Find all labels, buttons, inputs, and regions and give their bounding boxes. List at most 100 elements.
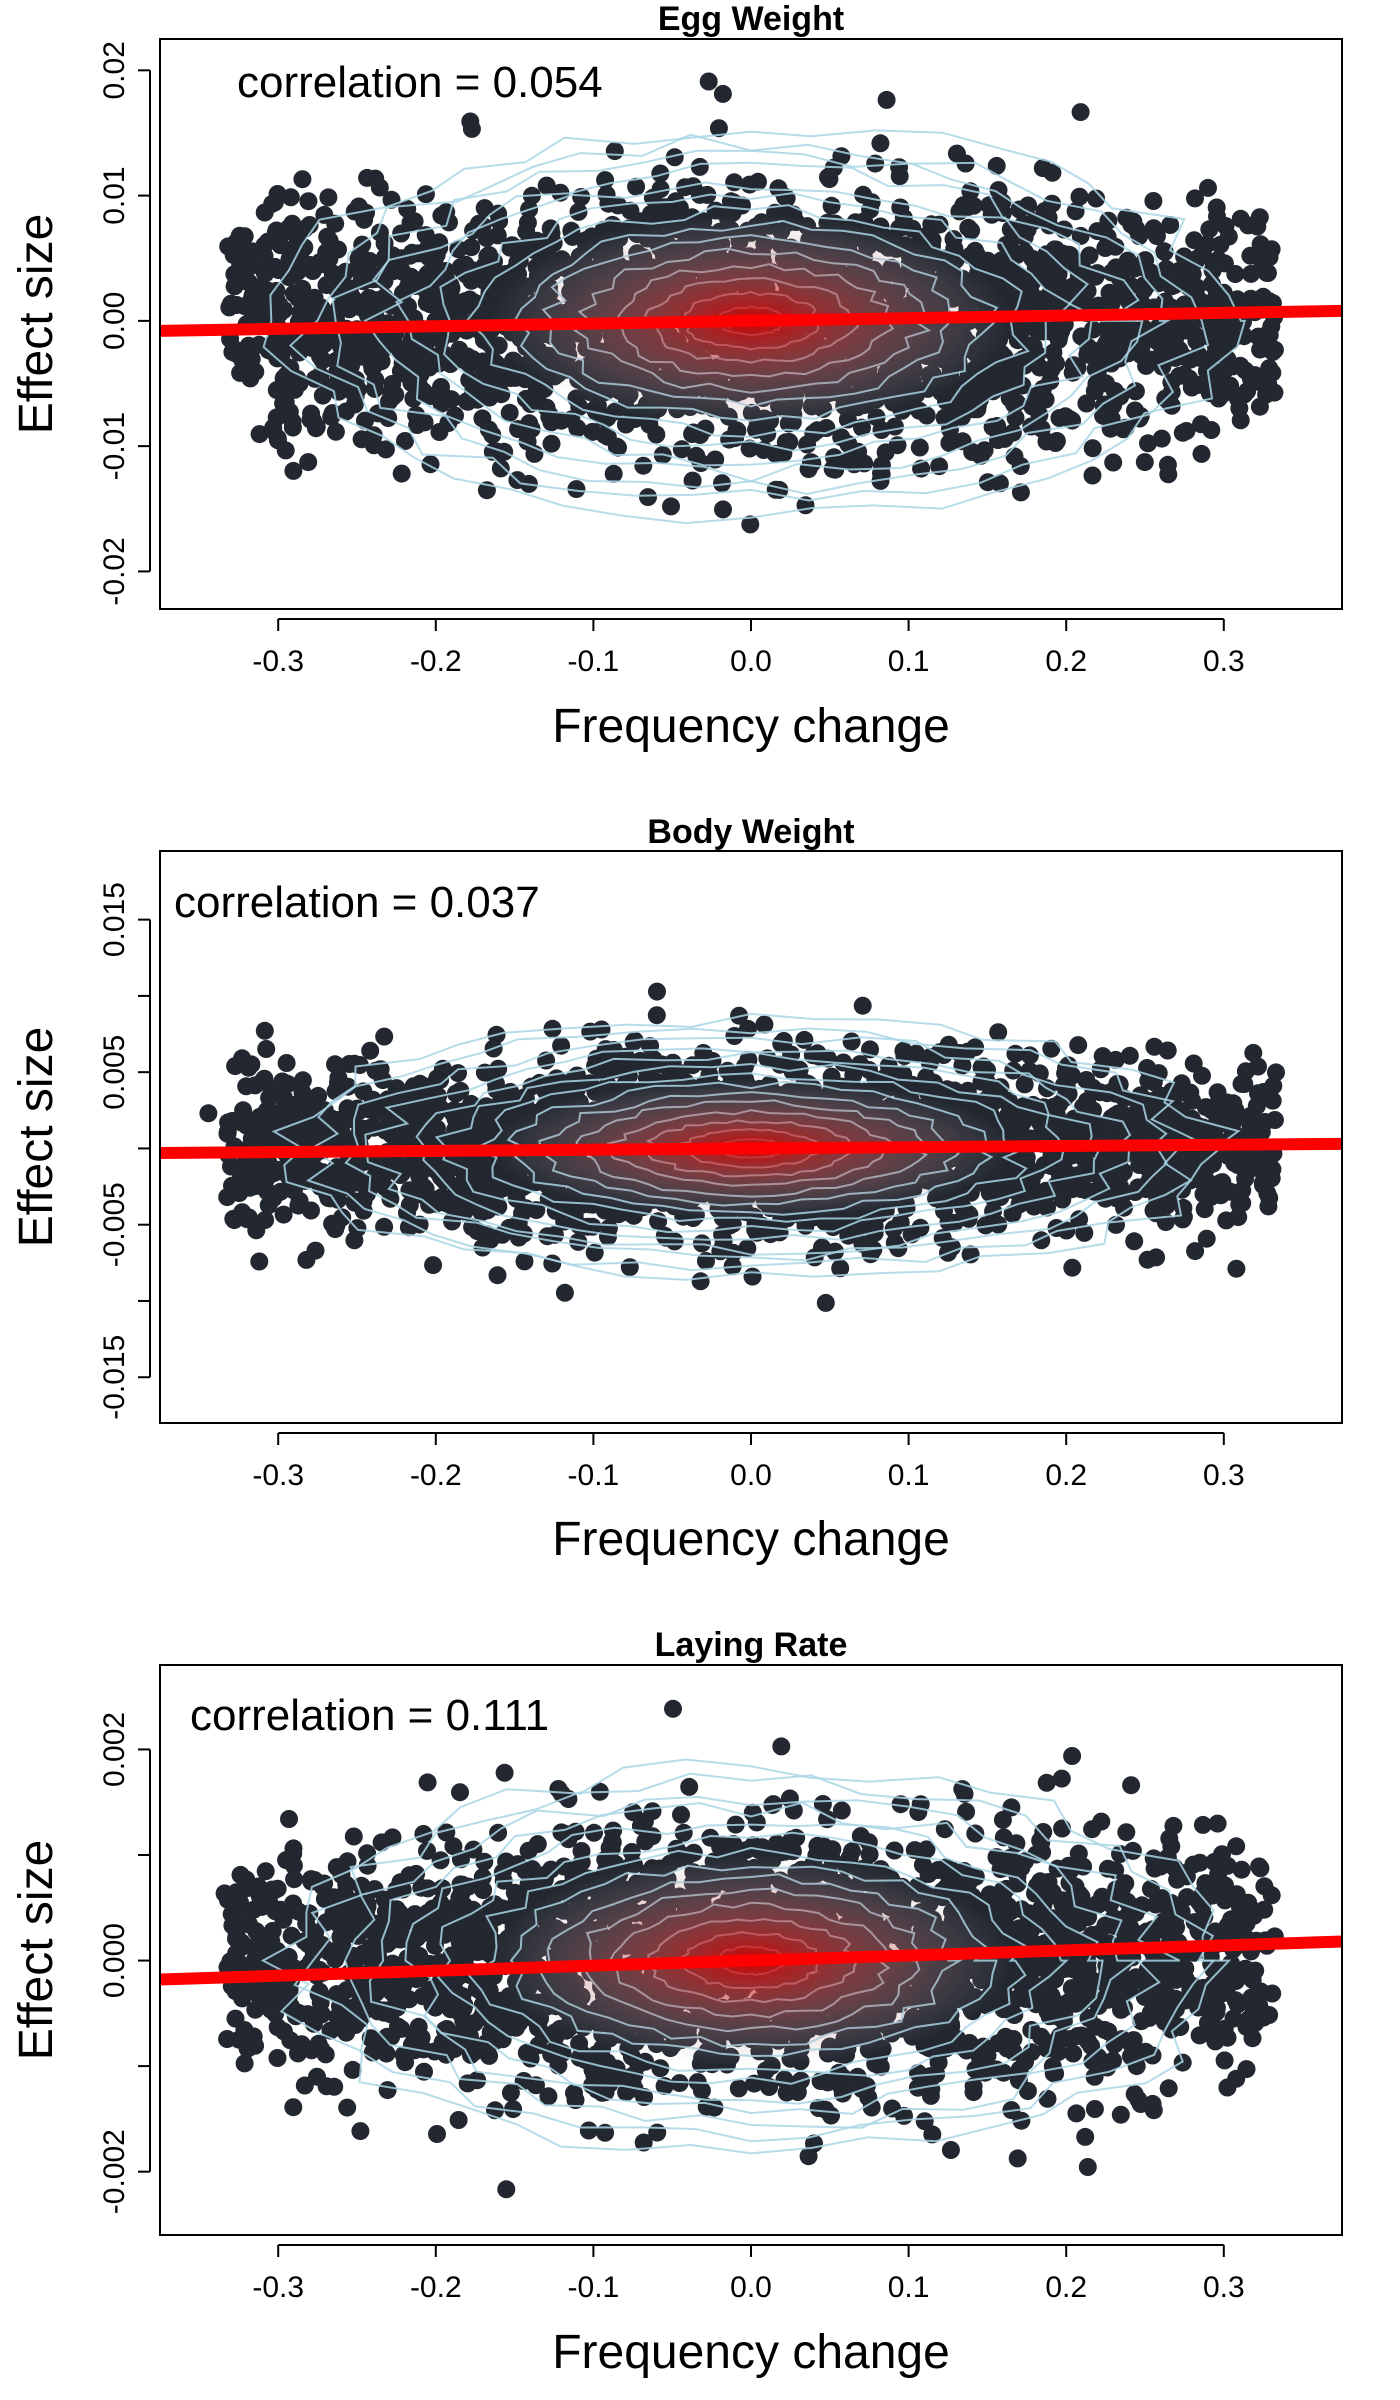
data-point <box>683 471 702 490</box>
data-point <box>431 300 450 319</box>
data-point <box>1214 343 1233 362</box>
data-point <box>1005 447 1024 466</box>
data-point <box>1235 1075 1254 1093</box>
y-tick-label: 0.02 <box>98 41 131 99</box>
data-point <box>1093 1047 1112 1066</box>
data-point <box>550 1075 569 1094</box>
data-point <box>605 142 624 161</box>
data-point <box>366 1102 385 1121</box>
data-point <box>268 185 287 203</box>
data-point <box>620 1258 639 1277</box>
y-axis-label: Effect size <box>10 214 63 435</box>
data-point <box>223 1176 241 1195</box>
data-point <box>706 450 725 469</box>
data-point <box>801 453 820 472</box>
x-axis: -0.3 -0.2 -0.1 0.0 0.1 0.2 0.3 <box>252 618 1245 678</box>
data-point <box>1069 1036 1088 1055</box>
data-point <box>966 389 985 408</box>
data-point <box>468 1222 487 1241</box>
data-point <box>1011 483 1030 502</box>
data-point <box>871 134 890 153</box>
data-point <box>1070 1210 1089 1229</box>
data-point <box>1200 220 1219 239</box>
data-point <box>1264 1076 1283 1095</box>
data-point <box>277 366 295 385</box>
data-point <box>1167 263 1186 282</box>
data-point <box>876 443 895 462</box>
data-point <box>1248 217 1267 236</box>
data-point <box>1000 389 1019 408</box>
data-point <box>740 175 759 194</box>
data-point <box>326 1055 344 1074</box>
x-tick-label: 0.1 <box>888 645 930 678</box>
data-point <box>441 1196 460 1214</box>
data-point <box>242 1055 261 1074</box>
data-point <box>854 185 873 204</box>
data-point <box>277 1054 296 1072</box>
data-point <box>356 411 374 430</box>
data-point <box>323 1214 342 1233</box>
data-point <box>289 289 307 307</box>
data-point <box>1162 373 1181 392</box>
data-point <box>853 996 872 1015</box>
data-point <box>853 418 871 437</box>
data-point <box>239 273 258 292</box>
data-point <box>714 500 732 519</box>
data-point <box>1186 1242 1205 1261</box>
data-point <box>1215 254 1234 273</box>
data-point <box>1152 338 1171 357</box>
data-point <box>416 185 435 204</box>
data-point <box>1120 1046 1139 1065</box>
data-point <box>634 456 653 475</box>
data-point <box>1137 356 1156 375</box>
data-point <box>1006 1104 1025 1123</box>
data-point <box>288 340 307 358</box>
data-point <box>410 1185 429 1204</box>
data-point <box>1087 189 1106 208</box>
data-point <box>1120 293 1139 312</box>
data-point <box>839 435 858 454</box>
data-point <box>1042 360 1061 379</box>
data-point <box>274 1205 293 1224</box>
data-point <box>1124 212 1143 231</box>
density-contour <box>363 161 1144 483</box>
data-point <box>951 383 970 402</box>
data-point <box>477 229 496 247</box>
data-point <box>987 156 1006 175</box>
data-point <box>1231 209 1250 228</box>
data-point <box>709 119 728 138</box>
data-point <box>1114 420 1133 439</box>
data-point <box>816 1293 835 1312</box>
data-point <box>1070 187 1089 206</box>
data-point <box>1042 1039 1061 1058</box>
data-point <box>1152 351 1171 370</box>
data-point <box>269 1104 288 1122</box>
data-point <box>1262 240 1281 259</box>
data-point <box>1199 178 1217 197</box>
data-point <box>386 385 405 404</box>
data-point <box>432 378 450 396</box>
data-point <box>1147 1248 1166 1267</box>
data-point <box>1202 1101 1221 1120</box>
data-point <box>363 359 382 378</box>
data-point <box>895 217 914 236</box>
data-point <box>1023 397 1042 416</box>
data-point <box>299 192 318 211</box>
data-point <box>255 1021 274 1040</box>
data-point <box>1125 1232 1144 1251</box>
data-point <box>456 292 475 311</box>
data-point <box>396 432 414 450</box>
data-point <box>1033 159 1052 178</box>
data-point <box>1060 410 1079 429</box>
data-point <box>491 459 510 478</box>
data-point <box>358 168 377 187</box>
data-point <box>713 84 732 103</box>
data-point <box>599 1227 617 1246</box>
data-point <box>1249 1057 1267 1076</box>
data-point <box>279 268 298 286</box>
data-point <box>392 464 411 483</box>
data-point <box>306 1241 325 1260</box>
density-contour <box>262 129 1247 525</box>
data-point <box>255 1069 274 1088</box>
data-point <box>300 216 319 234</box>
